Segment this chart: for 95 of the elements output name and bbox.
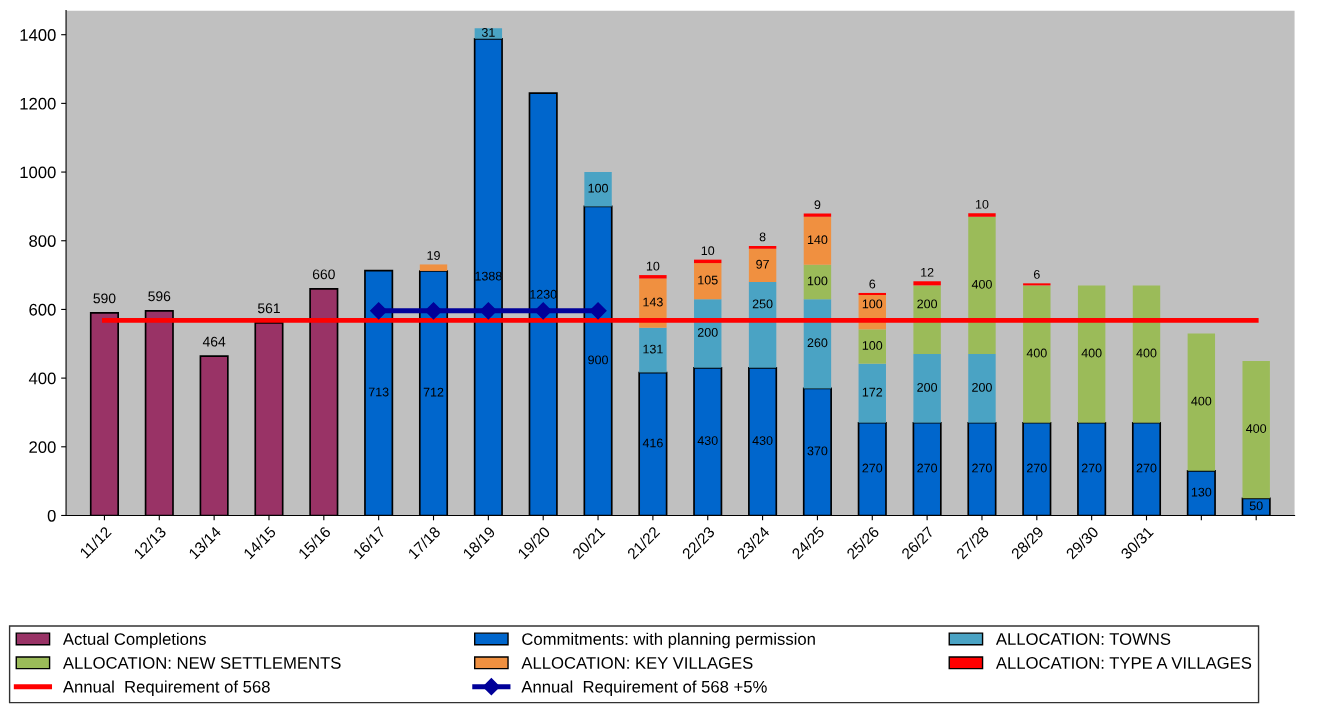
data-label: 561: [257, 303, 280, 314]
data-label: 12: [921, 267, 934, 277]
y-tick-label: 400: [28, 372, 56, 385]
data-label: 464: [202, 336, 226, 347]
bar: [858, 329, 886, 364]
bar: [1023, 283, 1051, 286]
data-label: 270: [1136, 463, 1157, 473]
data-label: 400: [971, 279, 992, 289]
y-tick-label: 1400: [20, 29, 56, 41]
legend-label: Annual Requirement of 568 +5%: [521, 680, 767, 696]
bar: [748, 245, 777, 249]
data-label: 400: [1136, 348, 1157, 358]
data-label: 713: [368, 387, 389, 397]
data-label: 10: [646, 261, 660, 271]
bar: [803, 299, 832, 389]
bar: [803, 213, 832, 217]
data-label: 6: [1033, 269, 1040, 279]
data-label: 105: [698, 275, 718, 285]
data-label: 400: [1026, 348, 1047, 358]
bar: [858, 363, 886, 423]
data-label: 270: [972, 463, 992, 473]
y-tick-label: 800: [29, 235, 56, 247]
legend-label: ALLOCATION: TOWNS: [995, 633, 1171, 645]
data-label: 172: [862, 387, 883, 397]
y-tick-label: 1000: [20, 166, 56, 179]
data-label: 370: [807, 446, 828, 456]
y-tick-label: 1200: [20, 97, 56, 110]
data-label: 31: [481, 28, 495, 37]
data-label: 8: [759, 232, 766, 242]
data-label: 200: [972, 382, 992, 392]
bar: [968, 216, 996, 355]
bar: [913, 281, 941, 286]
bar: [1187, 333, 1216, 471]
bar: [1132, 285, 1161, 423]
data-label: 6: [869, 279, 876, 289]
legend-label: Annual Requirement of 568: [62, 680, 270, 696]
bar: [803, 216, 832, 265]
bar: [803, 264, 832, 300]
bar: [639, 275, 667, 279]
data-label: 9: [814, 200, 821, 210]
data-label: 200: [917, 382, 938, 392]
data-label: 50: [1249, 501, 1263, 511]
data-label: 430: [752, 436, 773, 445]
bar: [1077, 285, 1106, 423]
bar: [968, 213, 996, 217]
data-label: 400: [1246, 424, 1267, 433]
data-label: 660: [312, 269, 335, 280]
data-label: 430: [697, 436, 718, 445]
bar: [1023, 285, 1051, 423]
bar: [913, 285, 941, 355]
data-label: 250: [752, 299, 773, 309]
y-tick-label: 600: [29, 303, 56, 316]
legend-label: ALLOCATION: TYPE A VILLAGES: [995, 657, 1252, 669]
data-label: 270: [1027, 463, 1047, 473]
data-label: 97: [756, 259, 769, 269]
legend-label: Commitments: with planning permission: [522, 632, 815, 649]
y-tick-label: 200: [29, 441, 56, 453]
data-label: 100: [862, 299, 883, 309]
data-label: 100: [588, 183, 608, 193]
data-label: 130: [1191, 487, 1212, 497]
legend-label: ALLOCATION: NEW SETTLEMENTS: [62, 657, 341, 669]
data-label: 10: [975, 199, 989, 209]
data-label: 260: [807, 338, 828, 348]
bar: [913, 354, 941, 423]
data-label: 416: [642, 438, 663, 448]
data-label: 270: [917, 463, 938, 473]
bar: [694, 263, 722, 300]
bar: [419, 264, 448, 271]
y-tick-label: 0: [47, 509, 56, 522]
bar: [639, 327, 667, 373]
data-label: 400: [1191, 396, 1212, 406]
data-label: 100: [807, 276, 828, 286]
data-label: 270: [862, 463, 883, 473]
data-label: 140: [807, 235, 828, 245]
legend-label: ALLOCATION: KEY VILLAGES: [521, 657, 753, 669]
data-label: 131: [643, 344, 663, 354]
data-label: 400: [1081, 348, 1102, 358]
data-label: 596: [148, 291, 171, 302]
bar: [968, 354, 996, 423]
data-label: 900: [588, 355, 608, 365]
data-label: 270: [1081, 463, 1102, 473]
data-label: 590: [93, 293, 116, 304]
bar: [748, 281, 777, 368]
data-label: 19: [427, 251, 440, 260]
bar: [584, 172, 612, 207]
data-label: 200: [697, 327, 718, 337]
bar: [1242, 360, 1270, 499]
data-label: 712: [423, 387, 444, 397]
data-label: 143: [643, 297, 663, 307]
legend-label: Actual Completions: [62, 632, 206, 649]
data-label: 100: [862, 341, 883, 350]
data-label: 10: [701, 246, 715, 256]
bar: [858, 292, 886, 296]
data-label: 200: [917, 299, 938, 309]
bar: [748, 248, 777, 282]
